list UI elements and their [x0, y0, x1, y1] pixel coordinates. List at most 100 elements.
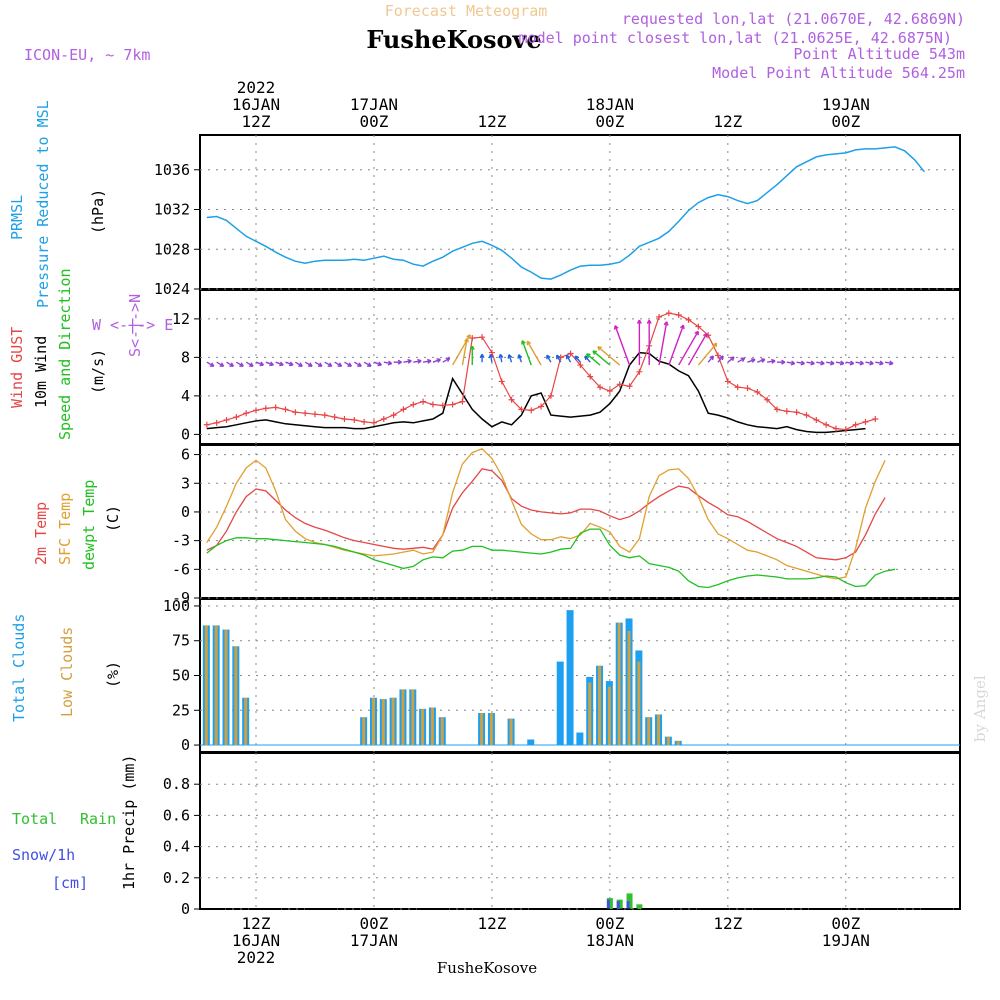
wind-dir-arrowhead [279, 361, 284, 367]
gust-point [675, 312, 682, 319]
ytick-label: 3 [181, 474, 190, 492]
panel-frames [199, 134, 961, 910]
wind-dir-arrowhead [377, 361, 383, 367]
gust-point [272, 404, 279, 411]
time-label-bottom: 18JAN [586, 931, 634, 950]
wind-dir-arrow [658, 321, 668, 366]
low-cloud-bar [627, 630, 631, 746]
time-label-top: 12Z [242, 112, 271, 131]
ytick-label: 1036 [154, 161, 190, 179]
gust-point [715, 352, 722, 359]
wind-dir-arrowhead [464, 338, 470, 343]
gust-point [292, 409, 299, 416]
gust-point [832, 425, 839, 432]
precip-cm-label: [cm] [52, 874, 88, 892]
ytick-label: 6 [181, 446, 190, 464]
wind-dir-arrowhead [636, 319, 642, 324]
wind-dir-arrowhead [565, 354, 571, 360]
wind-dir-arrowhead [517, 354, 523, 359]
gust-point [606, 388, 613, 395]
time-label-bottom: 12Z [713, 914, 742, 933]
wind-dir-arrowhead [556, 354, 561, 360]
wind-dir-arrow [586, 353, 601, 366]
ytick-label: 1028 [154, 240, 190, 258]
temp-2m-label: 2m Temp [32, 502, 50, 565]
gust-point [429, 401, 436, 408]
wind-gust-label: Wind GUST [8, 327, 26, 408]
gust-point [282, 406, 289, 413]
wind-dir-arrowhead [820, 360, 825, 366]
wind-dir-arrowhead [249, 362, 254, 367]
gust-point [862, 418, 869, 425]
low-cloud-bar [598, 665, 602, 746]
wind-dir-arrowhead [337, 362, 343, 367]
wind-dir-arrowhead [800, 360, 805, 366]
compass-ns: S<-|->N [126, 294, 144, 357]
gust-point [498, 378, 505, 385]
wind-unit: (m/s) [89, 349, 107, 394]
wind-dir-arrowhead [239, 362, 244, 367]
wind-dir-arrowhead [417, 358, 422, 364]
low-cloud-bar [647, 717, 651, 746]
low-cloud-bar [430, 707, 434, 746]
wind-dir-arrowhead [357, 362, 362, 367]
low-cloud-bar [607, 686, 611, 746]
wind-dir-arrowhead [259, 361, 265, 367]
temp-unit: (C) [104, 505, 122, 532]
wind-dir-arrowhead [488, 353, 494, 359]
wind-dir-arrowhead [436, 358, 441, 363]
low-cloud-bar [617, 622, 621, 746]
wind-dir-arrowhead [546, 354, 551, 360]
wind-dir-arrowhead [839, 360, 845, 366]
pressure-label-1: PRMSL [8, 195, 26, 240]
gust-point [223, 416, 230, 423]
low-cloud-bar [440, 717, 444, 746]
time-label-top: 00Z [360, 112, 389, 131]
gust-point [754, 389, 761, 396]
wind-dir-arrowhead [849, 360, 855, 366]
wind-dir-arrowhead [750, 358, 756, 363]
wind-dir-arrowhead [298, 362, 303, 367]
time-label-bottom: 17JAN [350, 931, 398, 950]
wind-dir-arrow [461, 338, 468, 366]
low-cloud-bar [371, 697, 375, 746]
wind-dir-arrowhead [859, 360, 864, 366]
low-cloud-bar [480, 713, 484, 746]
gust-point [577, 362, 584, 369]
requested-coords: requested lon,lat (21.0670E, 42.6869N) [622, 10, 965, 28]
gust-point [724, 378, 731, 385]
ytick-label: 100 [163, 597, 190, 615]
low-cloud-bar [204, 625, 208, 746]
wind-dir-arrowhead [347, 362, 352, 367]
temp-2m-line [206, 468, 886, 561]
precip-total-label: Total [12, 810, 57, 828]
gust-point [410, 401, 417, 408]
low-cloud-bar [489, 713, 493, 746]
gust-point [764, 396, 771, 403]
ytick-label: 0.8 [163, 775, 190, 793]
gust-point [823, 421, 830, 428]
chart-title: FusheKosove [366, 25, 541, 54]
wind-dir-arrowhead [869, 360, 874, 366]
gust-point [243, 410, 250, 417]
cloud-unit: (%) [104, 661, 122, 688]
temp-sfc-label: SFC Temp [56, 493, 74, 565]
gust-point [488, 349, 495, 356]
wind-dir-arrowhead [367, 362, 372, 367]
gust-point [370, 419, 377, 426]
wind-dir-arrow [678, 330, 699, 366]
low-cloud-bar [234, 646, 238, 746]
precip-frame [199, 752, 961, 910]
gust-point [361, 418, 368, 425]
low-cloud-bar [381, 699, 385, 746]
time-label-bottom: 2022 [237, 948, 276, 967]
wind-dir-arrowhead [663, 321, 669, 326]
gust-point [803, 412, 810, 419]
wind-dir-arrowhead [229, 362, 235, 367]
gust-point [538, 403, 545, 410]
wind-dir-arrowhead [613, 325, 619, 330]
wind-dir-arrowhead [407, 358, 412, 364]
time-label-bottom: 00Z [595, 914, 624, 933]
time-label-top: 2022 [237, 78, 276, 97]
gust-point [400, 406, 407, 413]
